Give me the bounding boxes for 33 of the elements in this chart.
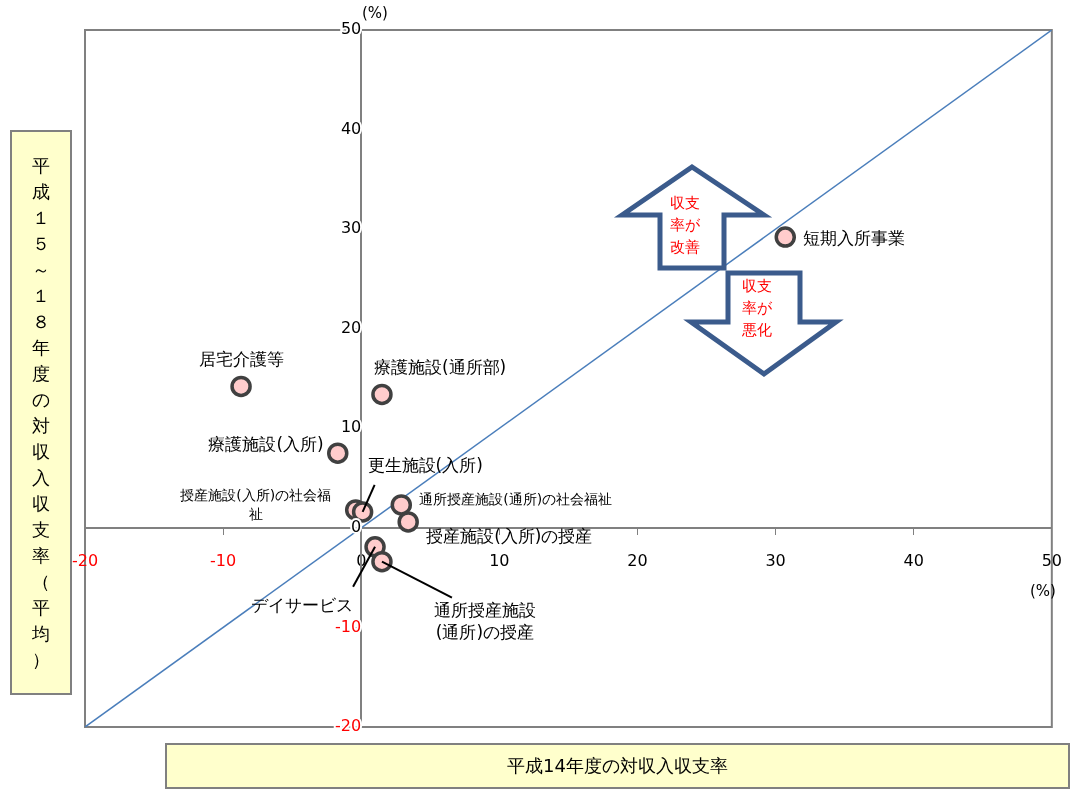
annotation: 通所授産施設(通所)の社会福祉 [419,490,613,507]
point [327,442,349,464]
x-tick-label: 20 [627,550,648,570]
point [390,494,413,516]
y-tick-label: 20 [340,317,362,337]
annotation: 収支率が悪化 [741,276,773,341]
x-axis-title: 平成14年度の対収入収支率 [165,743,1070,789]
x-tick-label: -20 [71,550,99,570]
x-tick-label: 10 [489,550,510,570]
point [371,383,393,406]
x-tick-label: -10 [210,550,237,570]
y-tick-label: 40 [340,118,362,138]
point [774,226,796,248]
y-tick-label: 30 [340,218,362,238]
x-tick-label: 30 [765,550,786,570]
point [397,511,419,533]
annotation: 通所授産施設(通所)の授産 [433,600,536,643]
text: (%) [362,4,388,22]
point [371,550,393,573]
annotation: 居宅介護等 [198,348,284,369]
x-tick-label: 50 [1041,550,1062,570]
annotation: 短期入所事業 [803,227,906,248]
annotation: デイサービス [251,595,354,616]
annotation: 療護施設(通所部) [373,356,507,377]
annotation: 療護施設(入所) [208,433,324,454]
y-tick-label: 10 [340,417,362,437]
annotation: (%) [1030,582,1056,600]
annotation: 授産施設(入所)の授産 [426,526,593,547]
x-tick-label: 40 [903,550,924,570]
annotation: 授産施設(入所)の社会福祉 [180,486,332,522]
y-tick-label: -10 [335,616,362,636]
text: 平成１５～１８年度の対収入収支率（平均） [32,154,50,670]
point [230,375,252,398]
